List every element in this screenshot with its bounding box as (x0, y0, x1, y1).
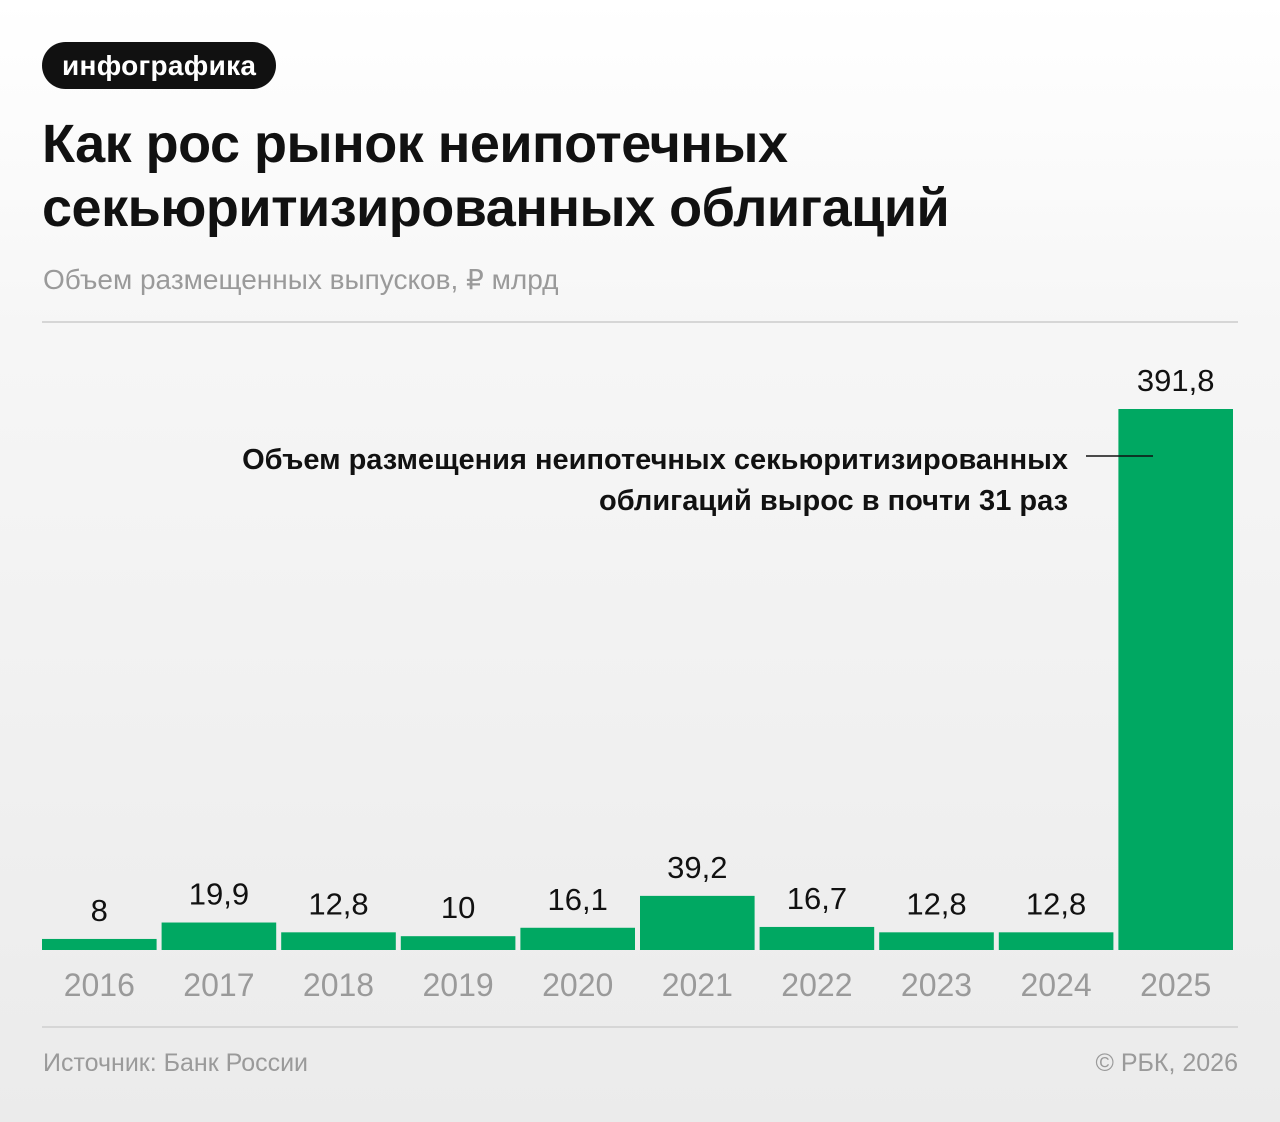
bar-2018 (281, 932, 396, 950)
value-label-2025: 391,8 (1137, 363, 1215, 398)
x-tick-label-2022: 2022 (781, 967, 852, 1003)
x-tick-label-2016: 2016 (64, 967, 135, 1003)
chart-subtitle: Объем размещенных выпусков, ₽ млрд (43, 264, 559, 295)
value-label-2021: 39,2 (667, 850, 727, 885)
x-tick-label-2025: 2025 (1140, 967, 1211, 1003)
x-tick-label-2024: 2024 (1021, 967, 1092, 1003)
bottom-divider (42, 1026, 1238, 1028)
x-tick-label-2020: 2020 (542, 967, 613, 1003)
annotation-line-2: облигаций вырос в почти 31 раз (599, 485, 1068, 517)
copyright-note: © РБК, 2026 (1095, 1049, 1238, 1077)
bar-2024 (998, 932, 1114, 950)
bar-2025 (1118, 409, 1233, 950)
x-tick-label-2019: 2019 (423, 967, 494, 1003)
value-label-2017: 19,9 (189, 877, 249, 912)
bar-2017 (161, 922, 277, 950)
value-label-2024: 12,8 (1026, 886, 1086, 921)
chart-title: Как рос рынок неипотечных секьюритизиров… (42, 114, 950, 238)
x-tick-label-2018: 2018 (303, 967, 374, 1003)
bar-2016 (42, 938, 157, 950)
bar-2021 (640, 895, 755, 950)
source-note: Источник: Банк России (43, 1049, 309, 1077)
bar-2020 (520, 927, 635, 950)
x-tick-label-2023: 2023 (901, 967, 972, 1003)
value-label-2022: 16,7 (787, 881, 847, 916)
value-label-2016: 8 (91, 893, 108, 928)
x-tick-label-2017: 2017 (183, 967, 254, 1003)
value-label-2023: 12,8 (906, 886, 966, 921)
infographic-badge: инфографика (42, 42, 277, 89)
x-tick-label-2021: 2021 (662, 967, 733, 1003)
value-label-2018: 12,8 (308, 886, 368, 921)
top-divider (42, 321, 1238, 323)
value-label-2020: 16,1 (548, 882, 608, 917)
annotation-line-1: Объем размещения неипотечных секьюритизи… (242, 444, 1068, 476)
bar-2023 (879, 932, 994, 950)
bar-2019 (400, 936, 516, 950)
value-label-2019: 10 (441, 890, 475, 925)
bar-2022 (759, 926, 875, 950)
